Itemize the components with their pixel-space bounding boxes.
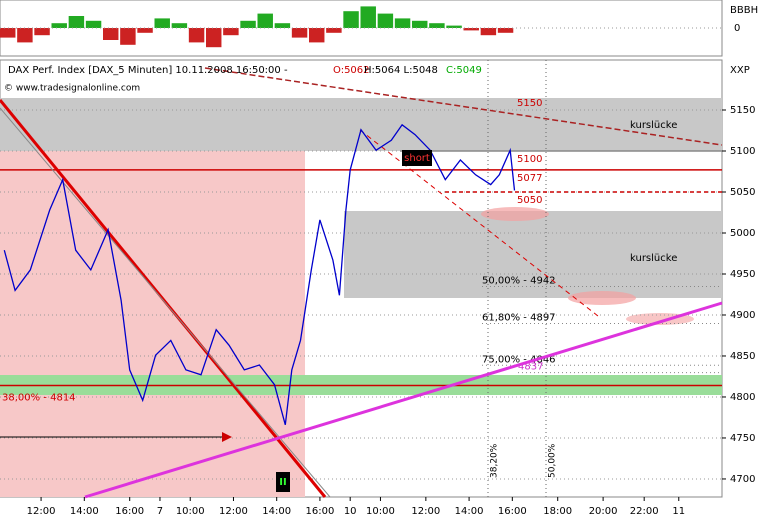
trend-line [0,107,331,498]
y-tick-label: 5100 [730,146,755,157]
indicator-bar [34,28,50,36]
arrow-head [222,432,232,442]
vertical-label: 50,00% [548,443,558,478]
indicator-bar [343,11,359,28]
x-tick-label: 14:00 [70,506,99,517]
short-box [402,150,432,166]
x-tick-label: 16:00 [306,506,335,517]
indicator-bar [480,28,497,36]
y-tick-label: 5150 [730,105,755,116]
indicator-bar [103,28,119,40]
gap-label: kurslücke [630,120,677,131]
x-tick-label: 7 [157,506,163,517]
x-tick-label: 14:00 [455,506,484,517]
x-tick-label: 11 [672,506,685,517]
corner-label: XXP [730,65,750,76]
x-tick-label: 16:00 [115,506,144,517]
indicator-bar [394,18,411,28]
indicator-bar [274,23,291,28]
y-tick-label: 4750 [730,433,755,444]
header-close: C:5049 [446,65,482,76]
indicator-bar [497,28,514,33]
x-tick-label: 22:00 [630,506,659,517]
indicator-bar [17,28,33,43]
gap-zone [0,98,722,151]
indicator-bar [240,20,256,28]
x-tick-label: 20:00 [589,506,618,517]
indicator-label: BBBH [730,5,758,16]
x-tick-label: 12:00 [219,506,248,517]
header-open: O:5062 [333,65,370,76]
indicator-bar [85,20,102,28]
indicator-bar [0,28,16,38]
level-label: 5150 [517,98,542,109]
y-tick-label: 4900 [730,310,755,321]
x-tick-label: 10:00 [366,506,395,517]
target-ellipse [568,291,636,305]
x-tick-label: 12:00 [27,506,56,517]
y-tick-label: 5000 [730,228,755,239]
signal-box [276,472,290,492]
fib-label: 61,80% - 4897 [482,312,556,323]
indicator-bar [429,23,445,28]
indicator-bar [188,28,205,43]
indicator-bar [120,28,136,45]
x-tick-label: 16:00 [498,506,527,517]
indicator-bar [68,16,85,28]
level-label: 5100 [517,154,542,165]
x-tick-label: 10 [344,506,357,517]
indicator-bar [412,20,428,28]
indicator-bar [326,28,342,33]
x-tick-label: 14:00 [262,506,291,517]
y-tick-label: 4700 [730,474,755,485]
trend-line [84,301,723,499]
indicator-zero: 0 [734,23,740,34]
level-label: 5050 [517,195,542,206]
short-label: short [404,153,430,164]
header-highlow: H:5064 L:5048 [364,65,438,76]
indicator-bar [463,28,479,31]
y-tick-label: 4950 [730,269,755,280]
indicator-bar [171,23,188,28]
indicator-bar [137,28,153,33]
y-tick-label: 4850 [730,351,755,362]
signal-label: II [279,477,286,488]
level-label: 5077 [517,173,542,184]
x-tick-label: 18:00 [543,506,572,517]
price-line [3,123,516,425]
fib-label: 4837 [518,362,543,373]
y-tick-label: 5050 [730,187,755,198]
copyright: © www.tradesignalonline.com [4,84,140,94]
trend-line [0,99,327,498]
indicator-bar [360,6,376,29]
x-tick-label: 10:00 [176,506,205,517]
target-ellipse [481,207,549,221]
indicator-bar [206,28,222,48]
indicator-bar [154,18,170,28]
header-name: DAX Perf. Index [DAX_5 Minuten] 10.11.20… [8,65,288,76]
gap-label: kurslücke [630,253,677,264]
indicator-bar [291,28,308,38]
indicator-bar [257,13,273,28]
y-tick-label: 4800 [730,392,755,403]
fib-label: 75,00% - 4846 [482,354,556,365]
indicator-bar [223,28,239,36]
fib-label: 50,00% - 4942 [482,276,556,287]
vertical-label: 38,20% [490,443,500,478]
gap-zone [344,211,722,298]
indicator-bar [309,28,325,43]
level-label: 38,00% - 4814 [2,392,76,403]
trend-line [204,67,723,146]
indicator-bar [51,23,67,28]
indicator-bar [377,13,394,28]
indicator-bar [446,25,462,28]
x-tick-label: 12:00 [411,506,440,517]
